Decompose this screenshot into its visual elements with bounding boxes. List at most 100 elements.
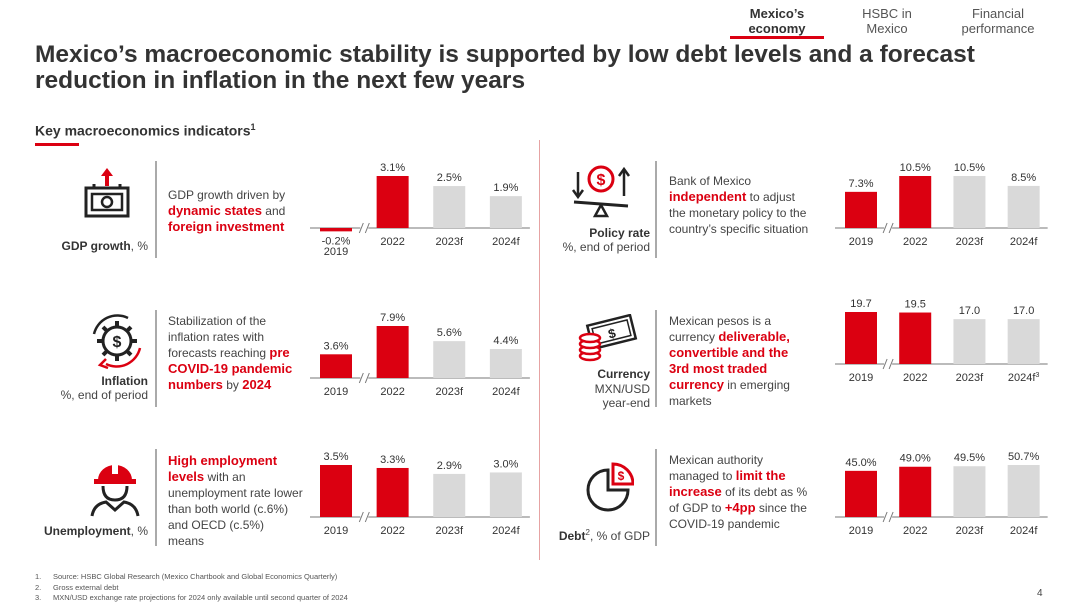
tab-label-line1: HSBC in [862, 6, 912, 21]
active-tab-underline [730, 36, 824, 39]
category-label: 2024f [492, 236, 520, 248]
data-label: 49.5% [954, 452, 985, 464]
highlight-text: pre COVID-19 pandemic numbers [168, 345, 293, 392]
page-title: Mexico’s macroeconomic stability is supp… [35, 41, 975, 94]
separator-bar [155, 310, 157, 407]
axis-break-gap [884, 222, 893, 234]
svg-text:$: $ [618, 469, 625, 483]
axis-break-mark [888, 358, 894, 370]
data-label: 10.5% [900, 162, 931, 174]
category-label: 2022 [903, 236, 927, 248]
separator-bar [655, 310, 657, 407]
tab-mexicos-economy[interactable]: Mexico’s economy [736, 6, 818, 36]
data-label: 2.9% [437, 460, 462, 472]
inflation-chart: 3.6% 2019 7.9% 2022 5.6% 2023f 4.4% 2024f [310, 312, 530, 398]
bar-2023f [953, 319, 986, 364]
bar-2023f [433, 341, 466, 378]
category-label: 2024f [1010, 525, 1038, 537]
unemployment-description: High employment levels with an unemploym… [168, 453, 303, 549]
data-label: 4.4% [493, 335, 518, 347]
category-label: 2019 [849, 236, 873, 248]
bar-2019 [320, 354, 352, 378]
footnote-text: Source: HSBC Global Research (Mexico Cha… [53, 572, 338, 581]
footnote-text: MXN/USD exchange rate projections for 20… [53, 593, 348, 602]
label-bold: Inflation [101, 374, 148, 388]
section-title: Key macroeconomics indicators1 [35, 122, 256, 139]
policy-rate-label: Policy rate%, end of period [540, 226, 650, 254]
description-text: Stabilization of the inflation rates wit… [168, 314, 270, 360]
pie-dollar-icon: $ [586, 462, 634, 512]
gdp-growth-description: GDP growth driven by dynamic states and … [168, 187, 303, 235]
data-label: -0.2% [322, 235, 351, 247]
data-label: 3.6% [323, 340, 348, 352]
bar-2024f [489, 472, 522, 517]
bar-2023f [433, 186, 466, 228]
axis-break-mark [364, 372, 370, 384]
footnote-2: 2. Gross external debt [35, 583, 348, 594]
axis-break-mark [882, 511, 888, 523]
axis-break-gap [884, 358, 893, 370]
bar-2019 [320, 465, 352, 517]
page-number: 4 [1037, 588, 1043, 599]
data-label: 45.0% [845, 457, 876, 469]
axis-break-gap [884, 511, 893, 523]
separator-bar [655, 161, 657, 258]
bar-2022 [899, 312, 932, 364]
label-rest: MXN/USD year-end [594, 381, 650, 411]
category-label: 2022 [380, 236, 404, 248]
category-label: 2023f [956, 525, 984, 537]
label-bold: Policy rate [589, 226, 650, 240]
category-label: 2023f [435, 236, 463, 248]
tab-financial-performance[interactable]: Financial performance [955, 6, 1041, 36]
worker-helmet-icon [90, 464, 140, 517]
description-text: of its debt as % of GDP to [669, 485, 808, 515]
policy-rate-chart: 7.3% 2019 10.5% 2022 10.5% 2023f 8.5% 2024f [835, 162, 1048, 248]
data-label: 49.0% [900, 453, 931, 465]
axis-break-gap [360, 372, 369, 384]
label-rest: , % [130, 239, 148, 253]
footnote-number: 3. [35, 593, 42, 602]
category-label: 2024f [492, 525, 520, 537]
separator-bar [155, 449, 157, 546]
data-label: 17.0 [1013, 305, 1034, 317]
tab-hsbc-in-mexico[interactable]: HSBC in Mexico [850, 6, 924, 36]
axis-break-mark [358, 372, 364, 384]
gdp-growth-label: GDP growth, % [30, 239, 148, 253]
data-label: 3.3% [380, 454, 405, 466]
category-label: 2024f [1010, 236, 1038, 248]
currency-description: Mexican pesos is a currency deliverable,… [669, 313, 809, 409]
section-title-text: Key macroeconomics indicators [35, 122, 251, 139]
axis-break-gap [360, 511, 369, 523]
highlight-text: +4pp [724, 500, 756, 515]
column-divider [539, 140, 540, 560]
data-label: 17.0 [959, 305, 980, 317]
axis-break-mark [358, 222, 364, 234]
category-label: 2019 [324, 246, 348, 258]
bar-2023f [433, 473, 466, 517]
description-text: GDP growth driven by [168, 188, 286, 202]
tab-label-line2: Mexico [866, 21, 908, 36]
debt-description: Mexican authority managed to limit the i… [669, 452, 809, 532]
data-label: 19.7 [850, 298, 871, 310]
description-text: with an unemployment rate lower than bot… [168, 470, 303, 548]
data-label: 3.5% [323, 451, 348, 463]
svg-text:$: $ [113, 334, 122, 351]
label-sup: 2 [585, 528, 590, 537]
category-label: 2023f [435, 386, 463, 398]
bar-2024f [1007, 185, 1040, 228]
category-sup: 3 [1035, 372, 1039, 379]
category-label: 2019 [849, 372, 873, 384]
footnote-3: 3. MXN/USD exchange rate projections for … [35, 593, 348, 604]
category-label: 2023f [435, 525, 463, 537]
data-label: 2.5% [437, 172, 462, 184]
data-label: 10.5% [954, 162, 985, 174]
section-underline [35, 143, 79, 146]
axis-break-mark [358, 511, 364, 523]
axis-break-mark [888, 511, 894, 523]
category-label: 2019 [849, 525, 873, 537]
data-label: 5.6% [437, 327, 462, 339]
highlight-text: foreign investment [168, 219, 285, 234]
bar-2024f [1007, 319, 1040, 364]
label-rest: %, end of period [562, 240, 650, 254]
description-text: Bank of Mexico [669, 174, 752, 188]
